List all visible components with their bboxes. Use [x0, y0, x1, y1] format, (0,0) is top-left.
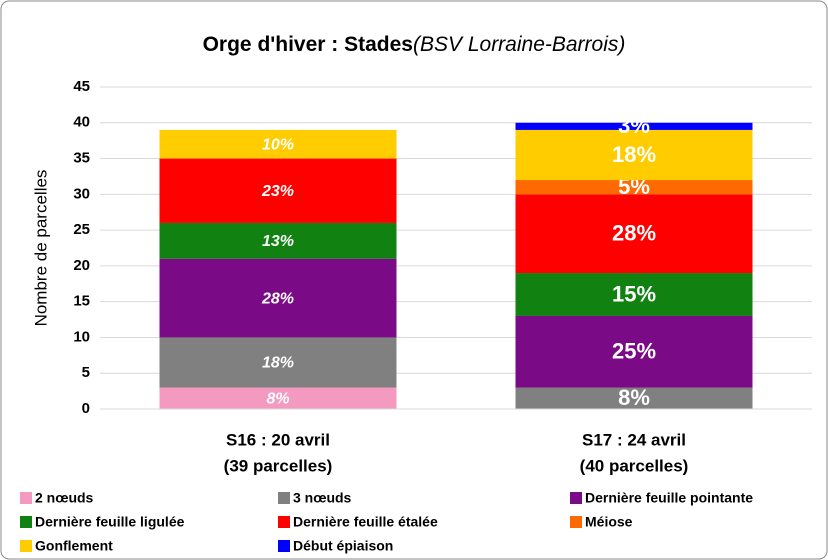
bar-segment: [159, 158, 397, 223]
bar-segment: [515, 180, 753, 195]
legend-swatch: [570, 516, 582, 528]
chart-title: Orge d'hiver : Stades(BSV Lorraine-Barro…: [203, 33, 626, 56]
legend-swatch: [20, 492, 32, 504]
y-tick-label: 20: [73, 257, 90, 274]
title: Orge d'hiver : Stades: [203, 33, 413, 56]
x-tick-label: (40 parcelles): [580, 456, 689, 475]
bar-segment: [515, 194, 753, 274]
legend-label: 2 nœuds: [35, 490, 94, 506]
y-tick-label: 45: [73, 78, 90, 95]
data-label: 28%: [261, 290, 294, 307]
data-label: 18%: [612, 142, 656, 167]
data-label: 15%: [612, 281, 656, 306]
legend-swatch: [278, 540, 290, 552]
y-axis-label: Nombre de parcelles: [31, 170, 50, 327]
y-tick-label: 25: [73, 221, 90, 238]
bar-segment: [515, 387, 753, 409]
y-tick-label: 15: [73, 293, 90, 310]
bar-segment: [515, 315, 753, 388]
bar-segment: [159, 129, 397, 159]
bar-segment: [159, 337, 397, 388]
legend-swatch: [278, 492, 290, 504]
bar-segment: [515, 129, 753, 181]
legend-label: Dernière feuille ligulée: [35, 514, 185, 530]
data-label: 13%: [262, 233, 294, 250]
legend-label: Dernière feuille pointante: [585, 490, 753, 506]
data-label: 3%: [618, 113, 650, 138]
data-label: 8%: [266, 390, 289, 407]
data-label: 10%: [262, 136, 294, 153]
data-label: 23%: [261, 183, 294, 200]
y-tick-label: 40: [73, 114, 90, 131]
x-tick-label: (39 parcelles): [224, 456, 333, 475]
y-tick-label: 10: [73, 328, 90, 345]
data-label: 18%: [262, 355, 294, 372]
y-tick-label: 5: [82, 364, 90, 381]
legend-label: Gonflement: [35, 538, 113, 554]
x-tick-label: S16 : 20 avril: [226, 430, 330, 449]
bar-segment: [159, 258, 397, 338]
x-tick-label: S17 : 24 avril: [582, 430, 686, 449]
bar-segment: [159, 222, 397, 259]
subtitle: (BSV Lorraine-Barrois): [413, 33, 625, 56]
legend-swatch: [20, 516, 32, 528]
y-tick-label: 0: [82, 400, 90, 417]
bar-segment: [515, 122, 753, 130]
legend-label: Méiose: [585, 514, 633, 530]
legend-label: 3 nœuds: [293, 490, 352, 506]
y-tick-label: 35: [73, 150, 90, 167]
bar-segment: [159, 387, 397, 409]
data-label: 28%: [612, 221, 656, 246]
legend-swatch: [570, 492, 582, 504]
data-label: 8%: [618, 385, 650, 410]
legend-label: Début épiaison: [293, 538, 393, 554]
data-label: 25%: [612, 339, 656, 364]
legend-label: Dernière feuille étalée: [293, 514, 438, 530]
y-tick-label: 30: [73, 185, 90, 202]
legend-swatch: [278, 516, 290, 528]
bar-segment: [515, 273, 753, 316]
legend-swatch: [20, 540, 32, 552]
